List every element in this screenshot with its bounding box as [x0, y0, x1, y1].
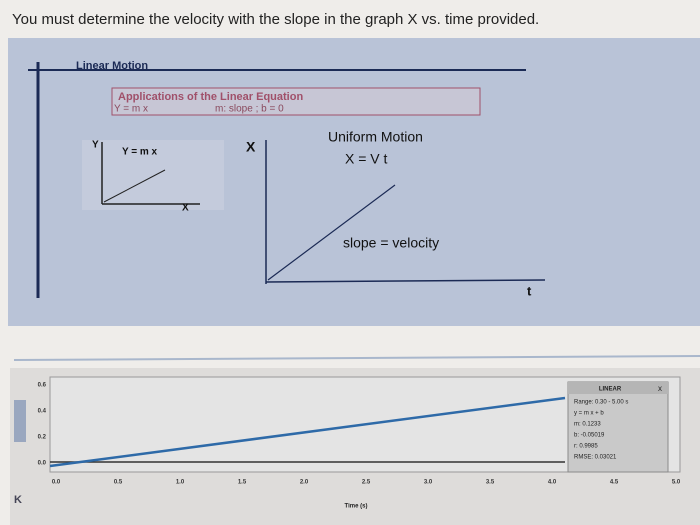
- x-tick-label: 0.0: [52, 480, 61, 486]
- x-tick-label: 5.0: [672, 480, 681, 486]
- axis: [265, 279, 546, 283]
- box: [111, 87, 481, 116]
- x-tick-label: 2.5: [362, 480, 371, 486]
- fit-panel-header: [568, 382, 668, 394]
- graph-title: Uniform Motion: [328, 129, 423, 145]
- fit-panel-line: m: 0.1233: [574, 422, 601, 428]
- x-tick-label: 0.5: [114, 480, 123, 486]
- x-tick-label: 4.0: [548, 480, 557, 486]
- slope-note: slope = velocity: [343, 235, 439, 251]
- fit-panel-line: b: -0.05019: [574, 433, 605, 439]
- fit-panel-line: y = m x + b: [574, 411, 604, 417]
- x-label: t: [527, 283, 532, 298]
- y-tick-label: 0.0: [38, 461, 47, 467]
- box-note: m: slope ; b = 0: [215, 104, 284, 115]
- graph-line: [103, 169, 166, 203]
- icon[interactable]: K: [14, 494, 22, 506]
- sidebar-icon[interactable]: [14, 400, 26, 442]
- graph-line: [267, 184, 396, 281]
- fit-panel-title: LINEAR: [599, 387, 622, 393]
- x-label: X: [182, 203, 189, 214]
- heading: You must determine the velocity with the…: [12, 11, 539, 28]
- fit-line: [49, 396, 566, 468]
- slide-title: Linear Motion: [76, 60, 148, 72]
- graph-equation: X = V t: [345, 151, 388, 167]
- x-tick-label: 3.0: [424, 480, 433, 486]
- y-label: Y: [92, 140, 99, 151]
- y-tick-label: 0.2: [38, 435, 47, 441]
- x-tick-label: 3.5: [486, 480, 495, 486]
- fit-panel: [567, 381, 669, 473]
- x-tick-label: 2.0: [300, 480, 309, 486]
- x-axis-label: Time (s): [345, 504, 368, 510]
- y-tick-label: 0.4: [38, 409, 47, 415]
- box-equation: Y = m x: [114, 104, 148, 115]
- fit-panel-line: RMSE: 0.03021: [574, 455, 617, 461]
- fit-panel-line: Range: 0.30 - 5.00 s: [574, 400, 628, 406]
- equation: Y = m x: [122, 147, 158, 158]
- fit-panel-line: r: 0.9985: [574, 444, 598, 450]
- small-graph-bg: [82, 140, 224, 210]
- close-button[interactable]: x: [658, 384, 662, 393]
- box-title: Applications of the Linear Equation: [118, 91, 303, 103]
- rule: [13, 355, 700, 361]
- y-tick-label: 0.6: [38, 383, 47, 389]
- x-tick-label: 1.0: [176, 480, 185, 486]
- x-tick-label: 4.5: [610, 480, 619, 486]
- y-label: X: [246, 139, 256, 155]
- x-tick-label: 1.5: [238, 480, 247, 486]
